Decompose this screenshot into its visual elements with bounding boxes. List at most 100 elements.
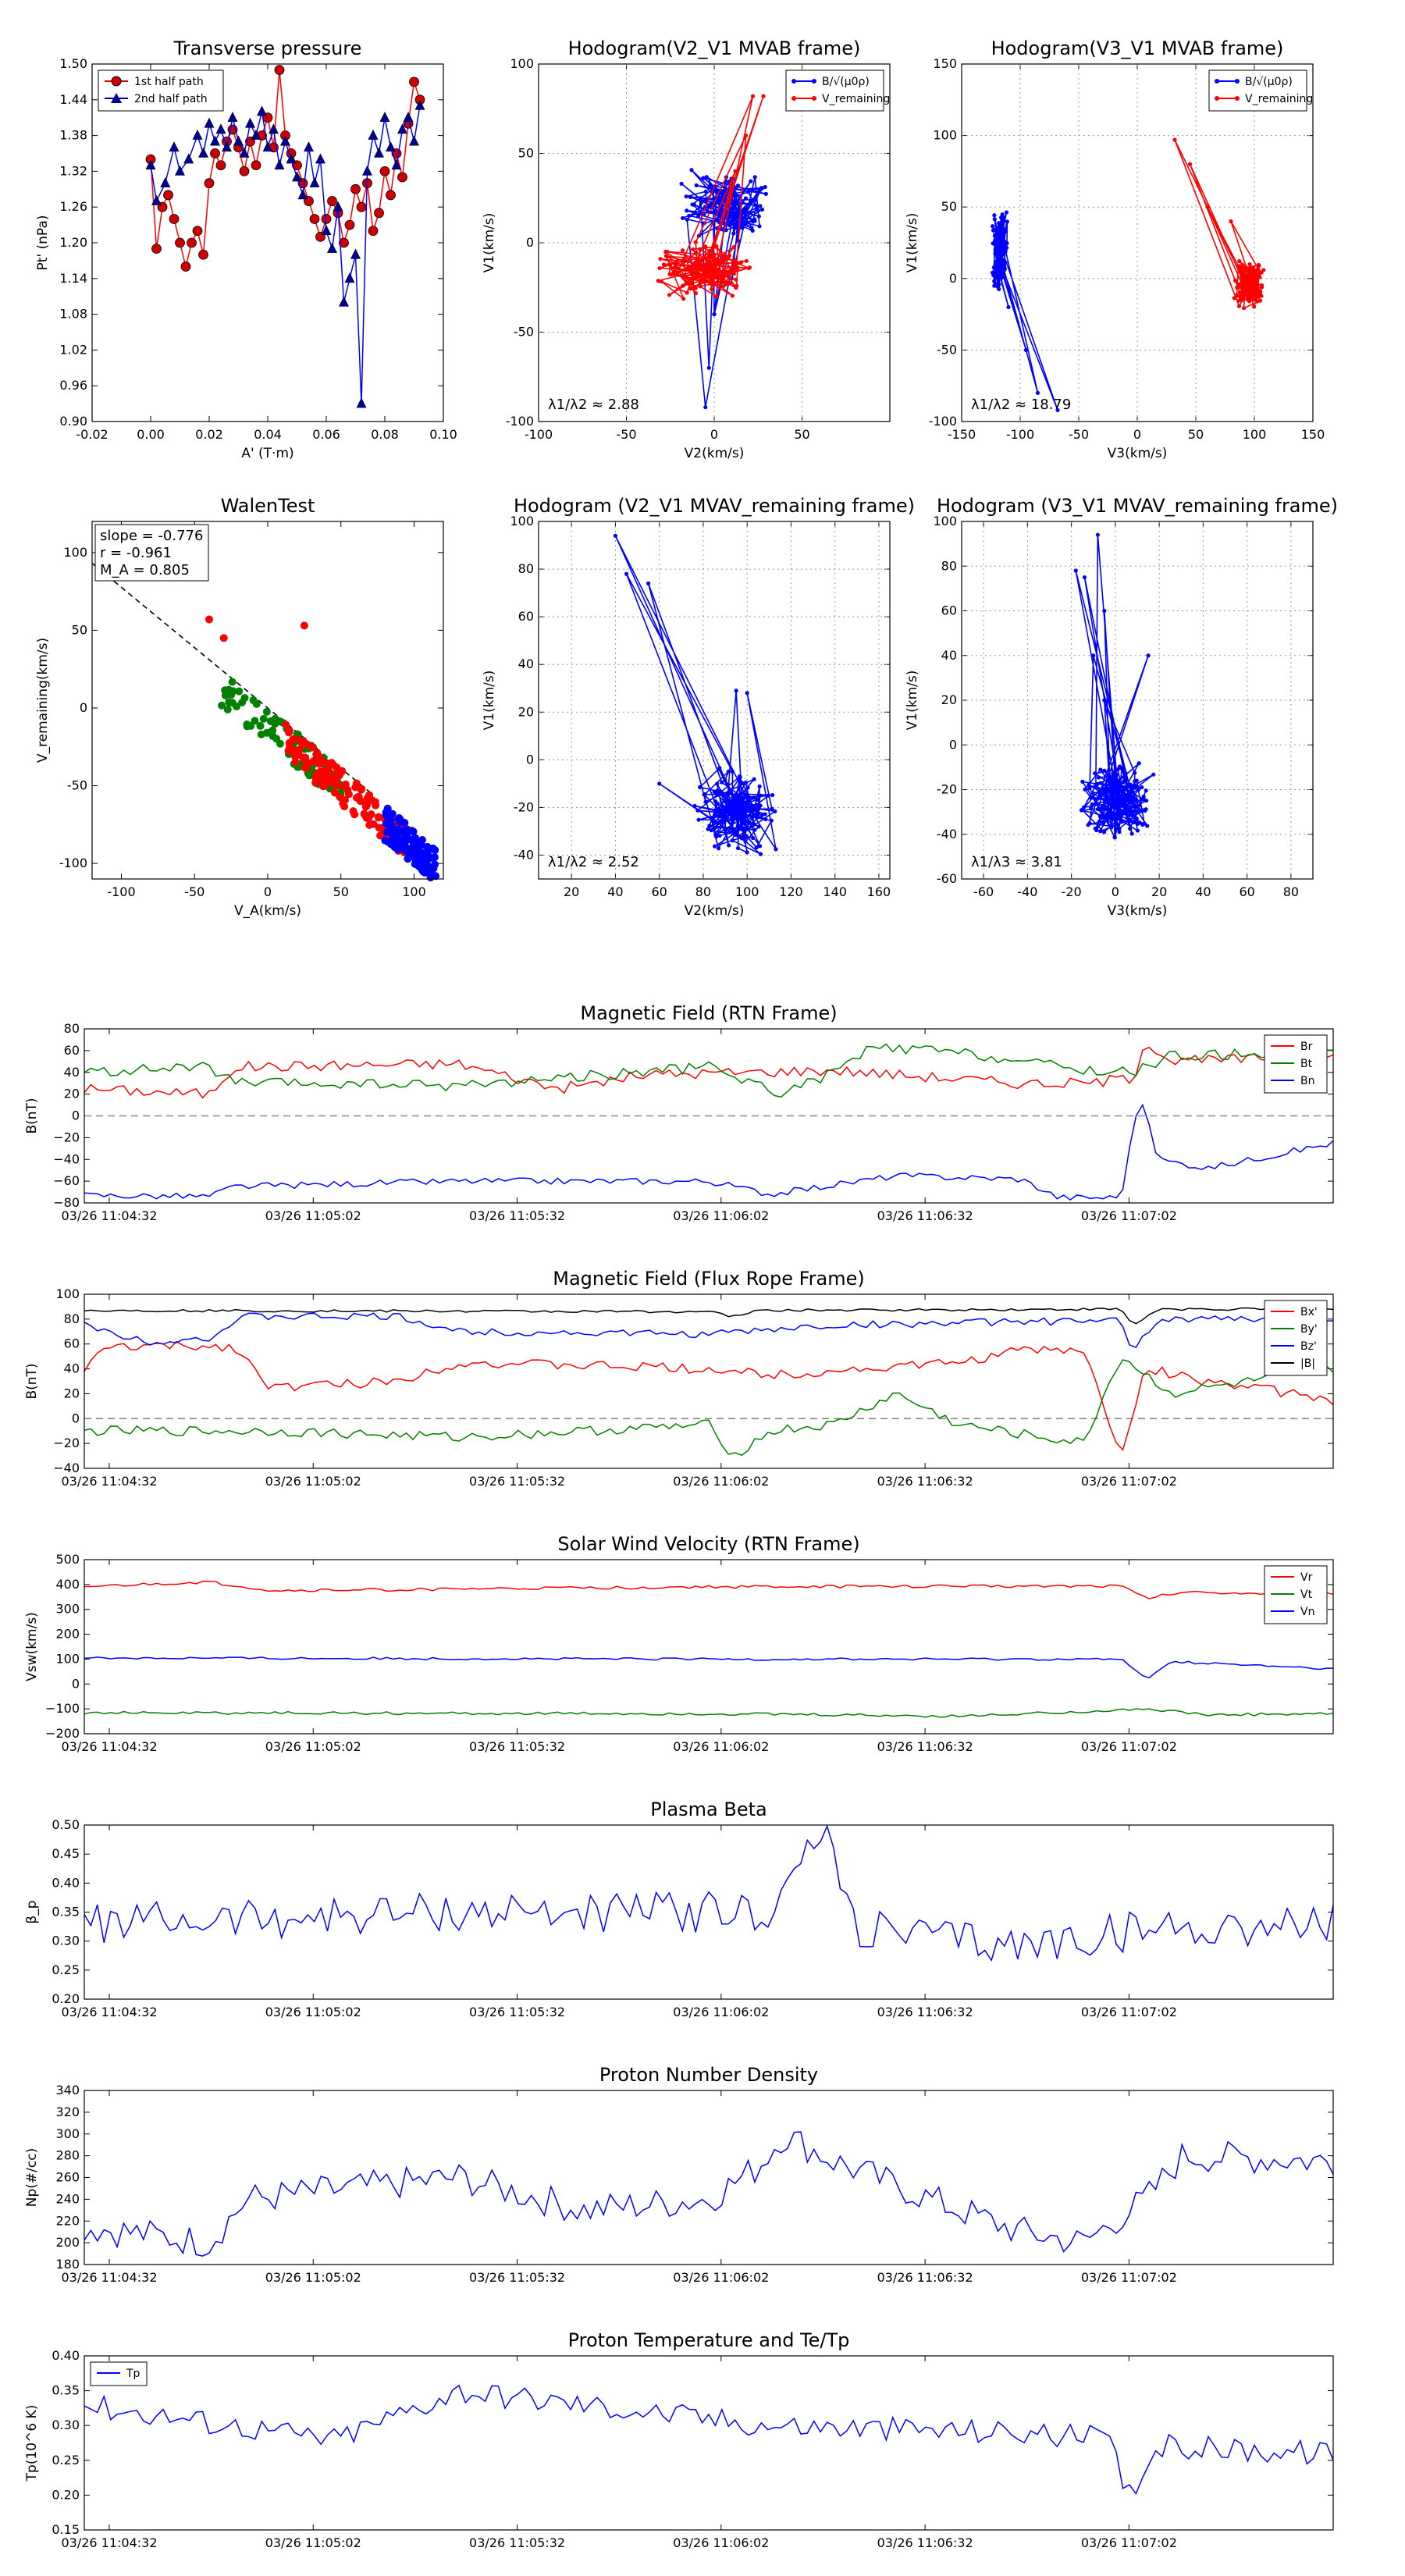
hodo3-xtick-label: 80: [695, 884, 711, 899]
hodo1-point: [763, 184, 767, 190]
hodo1-point: [732, 258, 737, 262]
hodo4-point: [1093, 771, 1097, 776]
bfield-series-Br: [84, 1046, 1334, 1099]
hodo2-point: [1240, 290, 1244, 295]
hodo2-point: [1252, 277, 1257, 282]
hodo2-point: [1241, 269, 1246, 275]
hodo3-xtick-label: 120: [779, 884, 803, 899]
tp-frame: [91, 63, 444, 422]
hodo4-title: Hodogram (V3_V1 MVAV_remaining frame): [937, 495, 1338, 517]
hodo2-point: [996, 252, 1001, 257]
hodo3-point: [733, 832, 738, 838]
hodo1-point: [694, 250, 699, 255]
vsw-ytick-label: 500: [55, 1552, 80, 1567]
tp-ytick-label: 1.20: [59, 235, 87, 250]
vsw-ytick-label: 400: [55, 1577, 80, 1592]
np-ytick-label: 340: [55, 2083, 80, 2097]
hodo3-ytick-label: 0: [526, 752, 534, 767]
hodo3-point: [757, 784, 762, 789]
walen-point: [225, 698, 233, 706]
hodo3-point: [773, 809, 777, 813]
np-ytick-label: 280: [55, 2148, 80, 2163]
walen-point: [292, 735, 301, 744]
hodo1-point: [709, 201, 713, 205]
tp2-ytick-label: 0.15: [52, 2522, 80, 2537]
hodo1-point: [698, 247, 702, 251]
hodo2-point: [1006, 304, 1011, 310]
hodo2-point: [1240, 265, 1245, 270]
hodo1-point: [749, 179, 753, 183]
hodo1-point: [704, 175, 709, 180]
hodo4-point: [1140, 785, 1144, 790]
hodo3-point: [734, 809, 738, 814]
hodo3-chart: Hodogram (V2_V1 MVAV_remaining frame) -40…: [482, 495, 915, 919]
hodo1-point: [707, 274, 713, 279]
hodo4-point: [1135, 828, 1140, 833]
hodo4-point: [1141, 794, 1146, 799]
hodo3-point: [739, 781, 744, 785]
tp2-ytick-label: 0.25: [52, 2453, 80, 2467]
hodo1-point: [708, 183, 713, 187]
hodo3-ytick-label: 40: [518, 656, 534, 671]
beta-xtick-label: 03/26 11:06:32: [877, 2005, 973, 2019]
hodo3-point: [725, 806, 731, 810]
tp-point: [262, 141, 273, 152]
bflux-series-By': [84, 1359, 1334, 1457]
tp-point: [183, 153, 194, 164]
hodo4-point: [1089, 806, 1094, 810]
hodo3-point: [738, 827, 743, 831]
hodo3-point: [730, 838, 735, 843]
beta-title: Plasma Beta: [650, 1799, 767, 1820]
tp2-legend-label: Tp: [126, 2368, 140, 2380]
hodo3-point: [725, 782, 731, 787]
walen-ytick-label: 0: [80, 700, 87, 715]
hodo3-point: [726, 843, 731, 848]
hodo1-point: [684, 194, 688, 199]
hodo1-point: [691, 247, 695, 252]
tp-point: [304, 141, 314, 152]
vsw-ytick-label: 200: [55, 1627, 80, 1642]
bfield-ytick-label: 0: [72, 1108, 80, 1123]
hodo2-point: [1258, 290, 1263, 295]
walen-annotation-box: [94, 524, 209, 582]
hodo3-point: [755, 808, 760, 813]
hodo2-point: [1229, 219, 1233, 224]
vsw-series-Vr: [84, 1580, 1334, 1599]
hodo3-point: [735, 845, 741, 851]
hodo1-point: [733, 169, 738, 173]
hodo2-point: [1253, 272, 1257, 277]
hodo1-point: [733, 263, 738, 268]
walen-point: [327, 759, 336, 767]
hodo2-point: [997, 245, 1001, 251]
hodo4-xtick-label: -20: [1062, 884, 1082, 899]
hodo4-frame: [961, 521, 1314, 880]
walen-point: [233, 703, 241, 711]
tp-ytick-label: 1.32: [59, 163, 87, 178]
hodo4-point: [1073, 568, 1078, 573]
hodo4-point: [1145, 824, 1150, 828]
vsw-xtick-label: 03/26 11:06:02: [673, 1739, 769, 1754]
walen-point: [243, 720, 251, 729]
walen-ytick-label: -50: [67, 778, 87, 793]
hodo4-point: [1102, 806, 1107, 811]
tp-point: [379, 165, 390, 176]
tp2-xtick-label: 03/26 11:04:32: [61, 2535, 157, 2550]
hodo4-point: [1110, 813, 1115, 818]
hodo3-ytick-label: 60: [518, 609, 534, 624]
hodo2-point: [996, 261, 1001, 265]
hodo3-point: [720, 809, 724, 813]
hodo2-point: [992, 283, 997, 288]
vsw-title: Solar Wind Velocity (RTN Frame): [557, 1533, 859, 1555]
hodo1-point: [701, 176, 706, 180]
hodo2-point: [1247, 288, 1253, 293]
hodo1-point: [752, 175, 757, 180]
hodo1-point: [750, 228, 755, 233]
np-xtick-label: 03/26 11:07:02: [1081, 2270, 1177, 2285]
hodo1-point: [740, 226, 745, 230]
hodo4-point: [1113, 818, 1118, 824]
hodo2-legend-label: B/√(μ0ρ): [1245, 76, 1293, 88]
beta-ylabel: β_p: [24, 1900, 40, 1923]
tp-point: [198, 147, 208, 158]
hodo4-point: [1128, 817, 1133, 822]
beta-ytick-label: 0.45: [52, 1846, 80, 1861]
